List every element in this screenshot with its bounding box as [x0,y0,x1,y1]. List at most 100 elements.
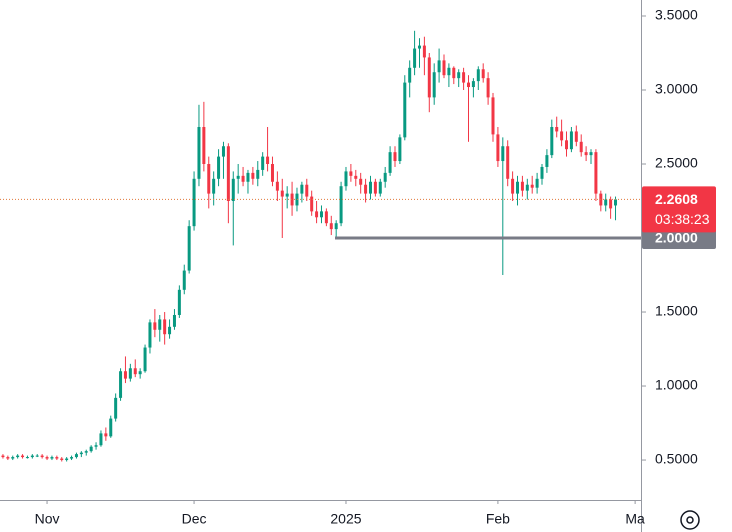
candle-body [511,178,515,194]
candle-body [74,454,78,458]
candle-body [545,155,549,167]
candle-body [35,455,39,457]
candle-body [476,69,480,82]
candle-body [231,178,235,202]
candle-body [378,181,382,194]
candle-body [393,152,397,162]
candle-body [442,60,446,76]
candle-body [202,126,206,165]
candle-body [383,172,387,182]
candle-body [182,270,186,290]
candle-body [368,181,372,194]
candle-body [520,181,524,191]
candle-body [1,455,5,458]
candle-body [560,131,564,141]
candle-body [604,199,608,206]
candle-body [530,184,534,188]
candle-body [413,48,417,68]
x-tick-label: Nov [35,511,60,527]
candle-body [70,457,74,459]
candle-body [319,211,323,218]
candle-body [148,322,152,348]
candle-body [226,146,230,202]
candle-body [403,82,407,138]
candle-body [295,193,299,206]
candle-body [305,184,309,197]
candle-body [236,175,240,179]
last-price-box [642,186,716,233]
candle-body [251,172,255,179]
candle-body [138,371,142,375]
candle-body [158,319,162,330]
y-tick-label: 1.0000 [655,377,698,393]
candle-body [275,181,279,191]
candle-body [584,152,588,156]
candle-body [99,433,103,446]
settings-icon[interactable] [680,510,700,530]
candle-body [373,181,377,194]
candle-body [359,178,363,185]
candle-body [143,347,147,372]
candle-body [21,455,25,458]
candle-body [447,67,451,76]
y-tick-label: 3.5000 [655,7,698,23]
candle-body [30,455,34,458]
candle-body [609,199,613,209]
candle-body [496,134,500,162]
candle-body [388,152,392,173]
candle-body [11,457,15,459]
candle-body [324,211,328,224]
candle-body [133,368,137,375]
candle-body [187,226,191,271]
candle-body [437,60,441,73]
candle-body [94,445,98,447]
candle-body [398,137,402,162]
candle-body [256,169,260,179]
candle-body [84,451,88,453]
candle-body [128,368,132,379]
level-label-box [642,227,716,250]
candle-body [89,446,93,452]
y-tick-label: 0.5000 [655,451,698,467]
candle-body [579,141,583,153]
candle-body [408,67,412,83]
settings-button[interactable] [680,510,700,530]
candle-body [594,152,598,194]
candle-body [354,175,358,179]
candle-body [614,199,618,206]
countdown-label: 03:38:23 [655,211,710,227]
candle-body [589,152,593,156]
candle-body [427,57,431,98]
candle-body [114,397,118,419]
settings-icon-center[interactable] [686,516,694,524]
candle-body [364,184,368,194]
candle-body [344,171,348,187]
candle-body [55,457,59,459]
y-tick-label: 2.5000 [655,155,698,171]
candle-body [569,131,573,150]
candle-body [315,211,319,218]
y-tick-label: 1.5000 [655,303,698,319]
y-tick-label: 3.0000 [655,81,698,97]
candle-body [25,457,29,459]
candle-body [270,164,274,182]
candle-body [565,140,569,150]
candle-body [290,193,294,206]
candle-body [481,69,485,79]
candle-body [172,314,176,327]
candle-body [65,458,69,461]
candle-body [555,126,559,132]
candle-body [574,131,578,142]
candle-body [285,193,289,197]
candle-body [207,164,211,194]
candle-body [177,289,181,315]
candle-body [221,146,225,157]
candle-body [109,418,113,437]
candle-body [525,184,529,191]
candle-body [241,175,245,182]
candle-body [280,190,284,197]
candle-body [212,178,216,194]
candle-body [79,452,83,455]
